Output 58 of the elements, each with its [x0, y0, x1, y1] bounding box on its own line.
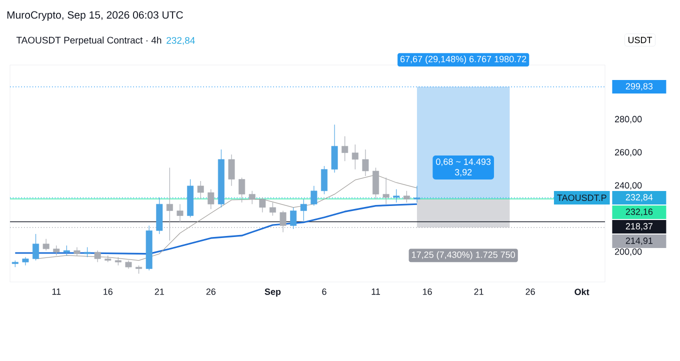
x-tick-label: 11	[52, 288, 61, 295]
x-tick-label: 26	[206, 288, 216, 295]
x-tick-label: 21	[154, 288, 164, 295]
candlestick	[22, 256, 29, 266]
candlestick	[393, 188, 400, 203]
ref-line-label: 232,84	[626, 194, 653, 202]
candlestick	[42, 238, 50, 251]
candlestick	[84, 246, 91, 258]
chart-subtitle: MuroCrypto, Sep 15, 2026 06:03 UTC	[7, 11, 183, 21]
candlestick	[372, 167, 379, 200]
x-tick-label: 11	[372, 288, 380, 295]
annotation: 0,68 ~ 14.493	[436, 158, 491, 166]
candlestick	[176, 204, 184, 223]
candlestick	[248, 190, 256, 204]
candlestick	[362, 149, 369, 176]
candlestick	[94, 250, 101, 262]
x-tick-label: 6	[322, 288, 326, 295]
candlestick	[331, 124, 338, 173]
candlestick	[414, 186, 420, 203]
annotation: TAOUSDT.P	[557, 194, 606, 201]
candlestick	[74, 246, 80, 256]
candlestick	[32, 234, 40, 261]
y-tick-label: 240,00	[614, 182, 642, 190]
candlestick	[310, 186, 318, 206]
band-label: 67,67 (29,148%) 6.767 1980.72	[400, 56, 526, 64]
x-tick-label: 16	[422, 288, 432, 295]
candlestick	[269, 202, 276, 216]
ref-line-label: 218,37	[626, 223, 652, 230]
band-label: 17,25 (7,430%) 1.725 750	[412, 251, 516, 260]
candlestick	[382, 177, 390, 204]
candlestick	[290, 207, 297, 230]
chart-title: TAOUSDT Perpetual Contract · 4h	[16, 36, 162, 46]
x-tick-label: 21	[474, 288, 484, 295]
candlestick	[342, 136, 348, 162]
candlestick	[208, 188, 214, 210]
y-tick-label: 280,00	[614, 116, 642, 124]
y-tick-label: 260,00	[614, 149, 642, 156]
ref-line-label: 299,83	[626, 83, 653, 91]
candlestick	[300, 198, 307, 221]
candlestick	[53, 245, 60, 256]
candlestick	[228, 154, 235, 186]
ref-line-label: 214,91	[626, 238, 653, 245]
annotation: 3,92	[454, 169, 472, 176]
candlestick	[63, 245, 70, 256]
y-axis-title: USDT	[628, 36, 652, 44]
candlestick	[403, 190, 410, 203]
x-tick-label: Sep	[264, 288, 281, 297]
text: 232,84	[166, 37, 195, 45]
candlestick	[238, 177, 246, 203]
candlestick	[321, 166, 328, 194]
ref-line-label: 232,16	[626, 208, 653, 216]
x-tick-label: Okt	[574, 288, 590, 296]
candlestick	[197, 180, 204, 200]
y-tick-label: 200,00	[614, 248, 642, 256]
x-tick-label: 26	[526, 288, 535, 295]
candlestick	[259, 197, 266, 213]
x-tick-label: 16	[104, 288, 112, 295]
candlestick	[352, 144, 358, 170]
